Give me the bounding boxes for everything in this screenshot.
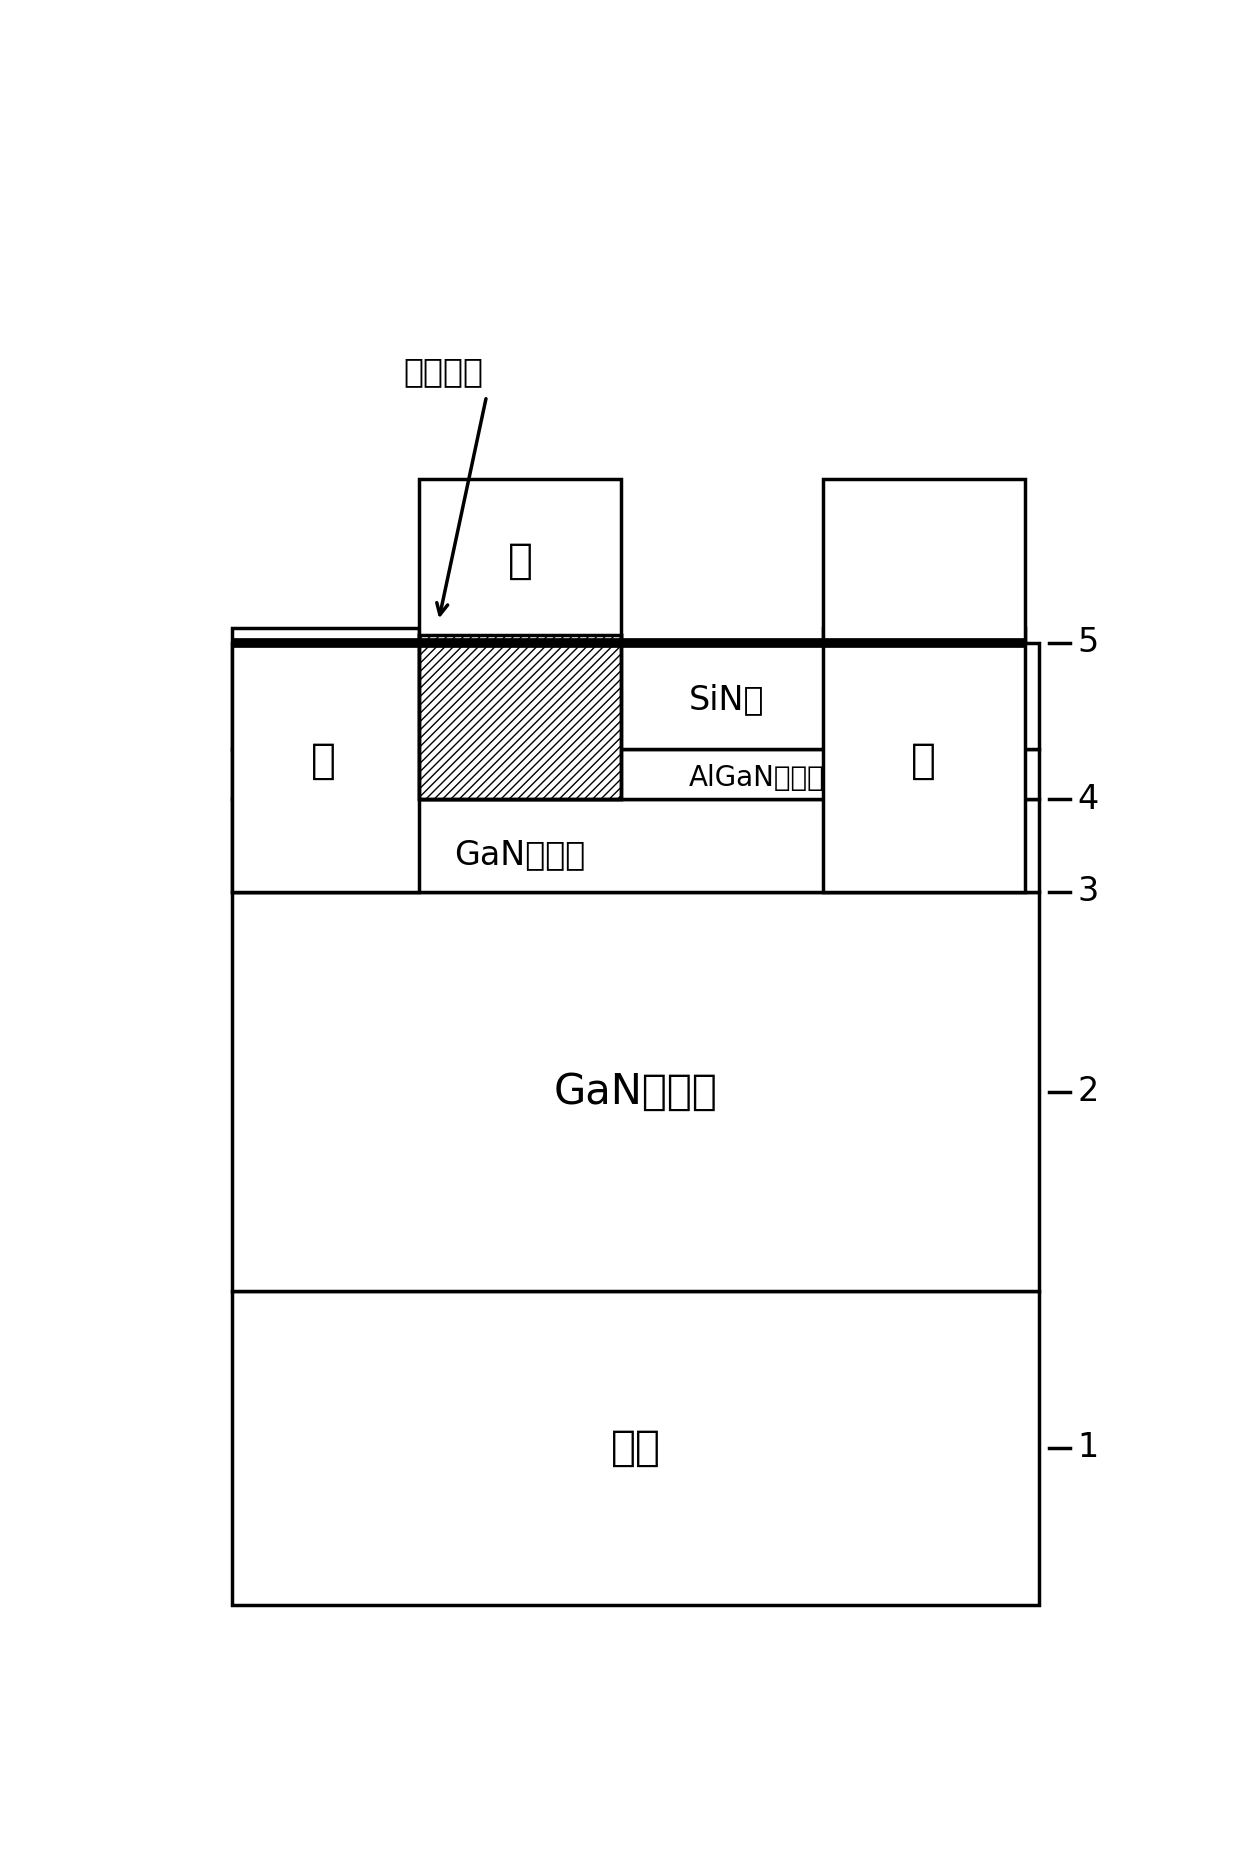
Bar bbox=[232, 627, 419, 892]
Text: 漏: 漏 bbox=[911, 740, 936, 781]
Bar bbox=[823, 627, 1024, 892]
Text: GaN缓冲层: GaN缓冲层 bbox=[553, 1070, 718, 1112]
Bar bbox=[232, 1292, 1039, 1605]
Bar bbox=[419, 635, 621, 800]
Text: 村底: 村底 bbox=[610, 1427, 661, 1470]
Bar bbox=[419, 635, 621, 800]
Bar bbox=[419, 479, 621, 642]
Text: 源: 源 bbox=[311, 740, 336, 781]
Bar bbox=[232, 892, 1039, 1292]
Bar bbox=[823, 479, 1024, 642]
Text: 1: 1 bbox=[1078, 1431, 1099, 1464]
Text: 栅: 栅 bbox=[507, 540, 533, 583]
Bar bbox=[232, 750, 1039, 800]
Bar bbox=[232, 642, 1039, 750]
Text: 4: 4 bbox=[1078, 783, 1099, 816]
Text: 3: 3 bbox=[1078, 876, 1099, 909]
Bar bbox=[232, 800, 1039, 892]
Text: SiN层: SiN层 bbox=[688, 683, 764, 716]
Text: GaN沟道层: GaN沟道层 bbox=[455, 839, 585, 872]
Text: 2: 2 bbox=[1078, 1075, 1099, 1109]
Text: 棚介质层: 棚介质层 bbox=[403, 355, 484, 389]
Text: AlGaN势垒层: AlGaN势垒层 bbox=[688, 764, 825, 792]
Text: 5: 5 bbox=[1078, 626, 1099, 659]
